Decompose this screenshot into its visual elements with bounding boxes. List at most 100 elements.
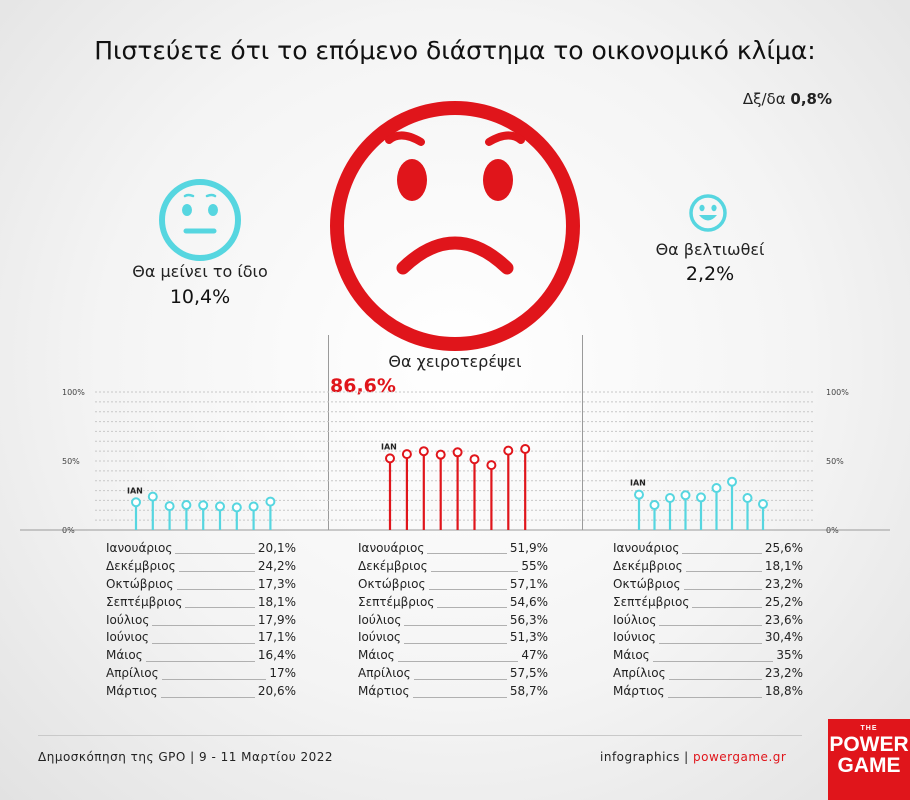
month-value: 23,2%: [764, 576, 803, 591]
leader-line: [403, 633, 507, 644]
month-value: 25,2%: [764, 594, 803, 609]
leader-line: [185, 597, 255, 609]
footer-url[interactable]: powergame.gr: [693, 750, 787, 764]
leader-line: [151, 633, 255, 644]
lollipop-point: [503, 445, 514, 456]
month-value: 16,4%: [257, 648, 296, 663]
leader-line: [682, 543, 762, 555]
footer-source: Δημοσκόπηση της GPO | 9 - 11 Μαρτίου 202…: [38, 750, 333, 764]
y-tick-label-right: 50%: [826, 457, 844, 466]
table-row: Ιούνιος 17,1%: [106, 629, 296, 647]
leader-line: [692, 597, 762, 609]
table-same: Ιανουάριος 20,1% Δεκέμβριος 24,2% Οκτώβριος 1…: [106, 540, 296, 701]
month-label: Ιούλιος: [358, 612, 402, 627]
lollipop-point: [758, 499, 768, 510]
month-value: 18,8%: [764, 684, 803, 699]
month-label: Σεπτέμβριος: [358, 594, 435, 609]
lollipop-point: [147, 491, 158, 502]
better-value: 2,2%: [685, 263, 735, 285]
column-divider-left: [328, 335, 329, 530]
table-row: Ιούλιος 23,6%: [613, 612, 803, 630]
lollipop-point: [131, 497, 141, 508]
month-value: 35%: [776, 648, 803, 663]
happy-face-icon: [689, 194, 727, 232]
page-title: Πιστεύετε ότι το επόμενο διάστημα το οικ…: [94, 36, 816, 65]
lollipop-point: [696, 492, 706, 503]
month-label: Μάρτιος: [358, 684, 410, 699]
month-label: Οκτώβριος: [613, 576, 681, 591]
table-row: Δεκέμβριος 18,1%: [613, 558, 803, 576]
month-label: Ιανουάριος: [613, 541, 680, 555]
trend-charts: 100% 100% 50% 50% 0% 0% ΙΑΝ ΙΑΝ ΙΑΝ: [20, 388, 890, 535]
month-label: Ιούνιος: [106, 630, 149, 645]
month-label: Απρίλιος: [106, 666, 159, 681]
lollipop-point: [435, 449, 446, 460]
leader-line: [685, 561, 762, 573]
lollipop-point: [634, 489, 644, 500]
y-tick-label-right: 100%: [826, 388, 849, 397]
leader-line: [178, 561, 255, 573]
month-label: Μάρτιος: [613, 684, 665, 699]
table-row: Σεπτέμβριος 25,2%: [613, 594, 803, 612]
lollipop-point: [680, 490, 691, 501]
month-label: Ιούνιος: [613, 630, 656, 645]
month-value: 57,5%: [509, 666, 548, 681]
table-worse: Ιανουάριος 51,9% Δεκέμβριος 55% Οκτώβριος 57,…: [358, 540, 548, 701]
dk-note: Δξ/δα 0,8%: [743, 90, 832, 108]
month-label: Μάρτιος: [106, 684, 158, 699]
month-value: 20,6%: [257, 684, 296, 699]
leader-line: [659, 615, 762, 626]
leader-line: [160, 687, 255, 698]
leader-line: [437, 597, 507, 609]
lollipop-point: [215, 501, 225, 512]
table-row: Σεπτέμβριος 18,1%: [106, 594, 296, 612]
table-row: Απρίλιος 17%: [106, 665, 296, 683]
month-value: 23,6%: [764, 612, 803, 627]
worse-label: Θα χειροτερέψει: [388, 352, 522, 371]
lollipop-point: [520, 443, 531, 454]
y-tick-label-left: 50%: [62, 457, 80, 466]
month-value: 17,3%: [257, 576, 296, 591]
leader-line: [175, 543, 255, 555]
month-label: Δεκέμβριος: [613, 558, 683, 573]
same-value: 10,4%: [169, 286, 231, 308]
table-row: Μάρτιος 20,6%: [106, 683, 296, 701]
month-value: 24,2%: [257, 558, 296, 573]
lollipop-point: [385, 453, 395, 464]
table-row: Ιανουάριος 20,1%: [106, 540, 296, 558]
lollipop-point: [742, 492, 753, 503]
month-value: 57,1%: [509, 576, 548, 591]
dk-label: Δξ/δα: [742, 90, 786, 108]
month-label: Δεκέμβριος: [358, 558, 428, 573]
lollipop-point: [418, 446, 429, 457]
leader-line: [667, 687, 762, 698]
table-row: Μάρτιος 18,8%: [613, 683, 803, 701]
lollipop-point: [486, 460, 497, 471]
lollipop-point: [181, 500, 192, 511]
month-label: Σεπτέμβριος: [106, 594, 183, 609]
leader-line: [176, 579, 255, 591]
month-value: 56,3%: [509, 612, 548, 627]
better-label: Θα βελτιωθεί: [655, 240, 765, 259]
table-row: Μάιος 16,4%: [106, 647, 296, 665]
table-row: Μάιος 35%: [613, 647, 803, 665]
table-row: Σεπτέμβριος 54,6%: [358, 594, 548, 612]
table-row: Οκτώβριος 17,3%: [106, 576, 296, 594]
first-month-label: ΙΑΝ: [381, 442, 397, 451]
neutral-face-icon: [159, 179, 241, 261]
y-tick-label-left: 0%: [62, 526, 75, 535]
month-value: 23,2%: [764, 666, 803, 681]
month-value: 47%: [521, 648, 548, 663]
month-value: 20,1%: [257, 541, 296, 555]
footer-credit: infographics | powergame.gr: [600, 750, 786, 764]
leader-line: [428, 579, 507, 591]
month-label: Ιούλιος: [613, 612, 657, 627]
month-value: 18,1%: [257, 594, 296, 609]
table-row: Απρίλιος 57,5%: [358, 665, 548, 683]
y-tick-label-right: 0%: [826, 526, 839, 535]
leader-line: [652, 651, 774, 662]
lollipop-point: [265, 496, 276, 507]
lollipop-point: [452, 447, 463, 458]
leader-line: [413, 669, 507, 680]
lollipop-point: [198, 500, 209, 511]
